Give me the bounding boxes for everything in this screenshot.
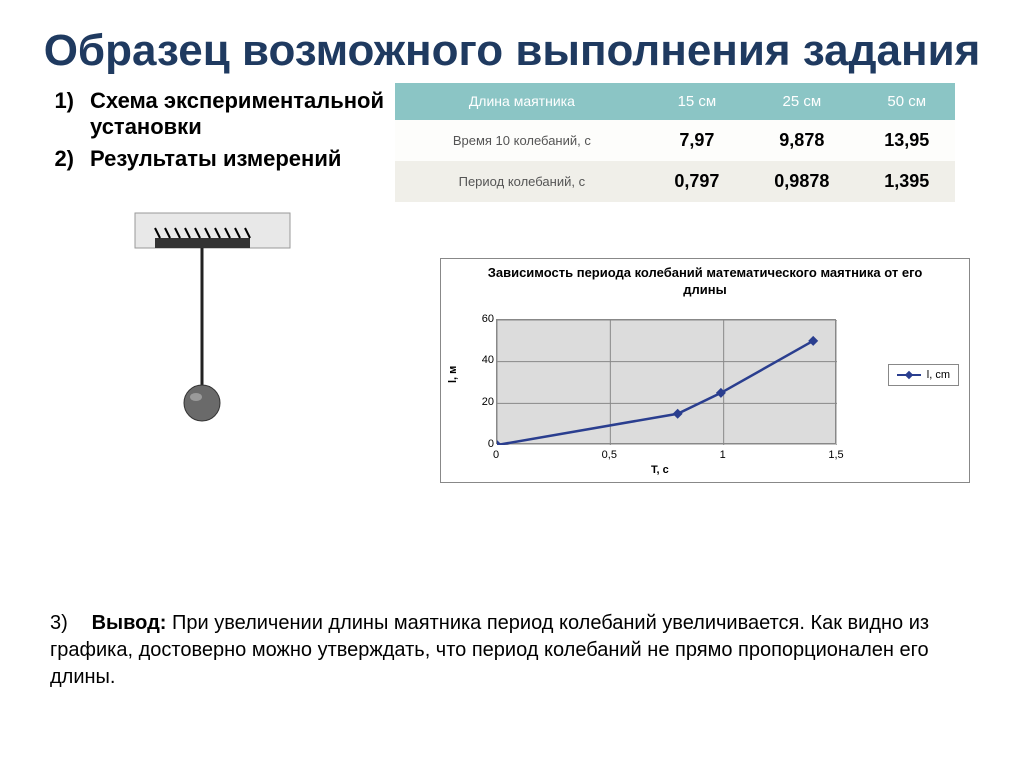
table-header: 25 см — [745, 83, 858, 120]
numbered-list: 1) Схема экспериментальной установки 2) … — [50, 88, 410, 178]
table-header: 50 см — [859, 83, 955, 120]
results-table: Длина маятника 15 см 25 см 50 см Время 1… — [395, 83, 955, 202]
conclusion-text: При увеличении длины маятника период кол… — [50, 612, 929, 688]
table-cell: 7,97 — [649, 120, 745, 161]
list-item: 2) Результаты измерений — [50, 146, 410, 172]
y-tick-label: 20 — [476, 396, 494, 408]
x-tick-label: 0 — [493, 449, 499, 461]
list-item: 1) Схема экспериментальной установки — [50, 88, 410, 140]
conclusion-number: 3) — [50, 610, 86, 637]
chart-title: Зависимость периода колебаний математиче… — [441, 259, 969, 303]
conclusion-label: Вывод: — [92, 612, 167, 634]
row-label: Период колебаний, с — [395, 161, 649, 202]
page-title: Образец возможного выполнения задания — [0, 0, 1024, 88]
table-cell: 0,797 — [649, 161, 745, 202]
y-tick-label: 60 — [476, 313, 494, 325]
y-axis-label: l, м — [447, 365, 459, 382]
x-tick-label: 1,5 — [828, 449, 843, 461]
content-area: 1) Схема экспериментальной установки 2) … — [0, 88, 1024, 98]
chart: Зависимость периода колебаний математиче… — [440, 258, 970, 483]
list-text: Схема экспериментальной установки — [90, 88, 410, 140]
table-cell: 1,395 — [859, 161, 955, 202]
table-header: Длина маятника — [395, 83, 649, 120]
x-axis-label: T, c — [651, 464, 669, 476]
chart-svg — [497, 320, 837, 445]
table-row: Период колебаний, с 0,797 0,9878 1,395 — [395, 161, 955, 202]
table-row: Время 10 колебаний, с 7,97 9,878 13,95 — [395, 120, 955, 161]
y-tick-label: 0 — [476, 438, 494, 450]
table-cell: 9,878 — [745, 120, 858, 161]
conclusion: 3) Вывод: При увеличении длины маятника … — [50, 610, 950, 691]
legend-label: l, cm — [927, 369, 950, 381]
chart-legend: l, cm — [888, 364, 959, 386]
list-text: Результаты измерений — [90, 146, 341, 172]
table-cell: 13,95 — [859, 120, 955, 161]
x-tick-label: 0,5 — [602, 449, 617, 461]
plot-area — [496, 319, 836, 444]
list-number: 1) — [50, 88, 90, 114]
x-tick-label: 1 — [720, 449, 726, 461]
table-cell: 0,9878 — [745, 161, 858, 202]
table-header: 15 см — [649, 83, 745, 120]
y-tick-label: 40 — [476, 354, 494, 366]
row-label: Время 10 колебаний, с — [395, 120, 649, 161]
legend-marker-icon — [897, 374, 921, 376]
list-number: 2) — [50, 146, 90, 172]
pendulum-diagram — [130, 208, 300, 428]
